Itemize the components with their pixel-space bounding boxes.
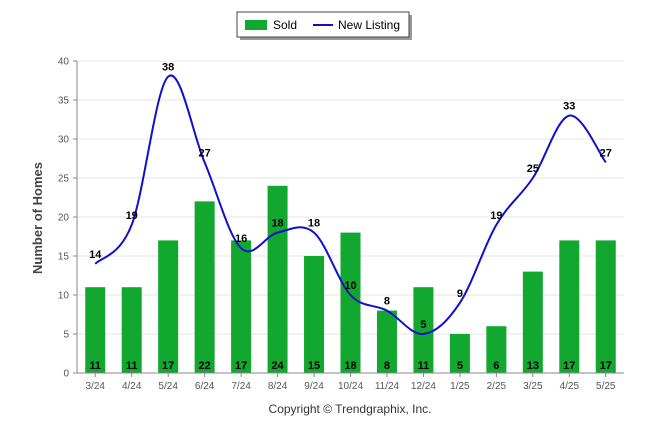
sold-value-label-6: 15 xyxy=(308,360,320,372)
new-listing-value-label-0: 14 xyxy=(89,249,102,261)
x-tick-label-11: 2/25 xyxy=(487,381,507,392)
sold-bar-1 xyxy=(121,287,142,373)
sold-bar-3 xyxy=(194,201,215,373)
x-tick-label-0: 3/24 xyxy=(85,381,105,392)
sold-bar-6 xyxy=(304,256,325,373)
sold-bar-13 xyxy=(559,240,580,373)
sold-bars xyxy=(85,185,616,373)
sold-bar-10 xyxy=(449,334,470,373)
legend-label-new-listing: New Listing xyxy=(338,18,400,32)
legend-swatch-sold xyxy=(245,20,267,30)
x-tick-label-4: 7/24 xyxy=(231,381,251,392)
new-listing-value-label-2: 38 xyxy=(162,62,174,74)
x-axis: 3/24 4/24 5/24 6/24 7/24 8/24 9/24 10/24 11/24 12… xyxy=(77,372,624,392)
sold-value-label-12: 13 xyxy=(527,360,539,372)
legend: Sold New Listing xyxy=(236,11,412,40)
x-tick-label-12: 3/25 xyxy=(523,381,543,392)
sold-value-label-4: 17 xyxy=(235,360,247,372)
y-tick-label-25: 25 xyxy=(58,174,70,185)
x-tick-label-8: 11/24 xyxy=(375,381,400,392)
y-axis-title: Number of Homes xyxy=(30,162,45,274)
sold-bar-14 xyxy=(595,240,616,373)
sold-value-label-11: 6 xyxy=(493,360,499,372)
sold-bar-0 xyxy=(85,287,106,373)
sold-bar-8 xyxy=(376,310,397,373)
sold-value-label-5: 24 xyxy=(271,360,284,372)
sold-bar-11 xyxy=(486,326,507,373)
x-tick-label-5: 8/24 xyxy=(268,381,288,392)
new-listing-value-label-3: 27 xyxy=(199,147,211,159)
x-tick-label-9: 12/24 xyxy=(411,381,436,392)
new-listing-value-label-1: 19 xyxy=(126,210,138,222)
sold-value-label-3: 22 xyxy=(199,360,211,372)
new-listing-line xyxy=(94,74,607,336)
new-listing-value-label-6: 18 xyxy=(308,218,320,230)
x-tick-label-3: 6/24 xyxy=(195,381,215,392)
sold-bar-labels: 11 11 17 22 17 24 15 18 8 11 5 6 13 17 17 xyxy=(89,360,611,372)
new-listing-value-label-10: 9 xyxy=(457,288,463,300)
y-tick-label-30: 30 xyxy=(58,135,70,146)
sold-bar-9 xyxy=(413,287,434,373)
x-tick-label-10: 1/25 xyxy=(450,381,470,392)
new-listing-curve xyxy=(94,74,607,336)
sold-value-label-0: 11 xyxy=(89,360,101,372)
y-tick-label-5: 5 xyxy=(63,330,69,341)
y-axis: 0 5 10 15 20 25 30 35 40 xyxy=(58,57,78,380)
sold-bar-7 xyxy=(340,232,361,373)
x-tick-label-6: 9/24 xyxy=(304,381,324,392)
x-tick-label-13: 4/25 xyxy=(560,381,580,392)
new-listing-labels: 14 19 38 27 16 18 18 10 8 5 9 19 25 33 27 xyxy=(89,62,612,331)
sold-bar-5 xyxy=(267,185,288,373)
sold-value-label-7: 18 xyxy=(344,360,356,372)
legend-label-sold: Sold xyxy=(273,18,297,32)
new-listing-value-label-8: 8 xyxy=(384,296,390,308)
sold-bar-4 xyxy=(231,240,252,373)
sold-value-label-13: 17 xyxy=(563,360,575,372)
x-tick-label-2: 5/24 xyxy=(158,381,178,392)
sold-value-label-8: 8 xyxy=(384,360,390,372)
y-tick-label-20: 20 xyxy=(58,213,70,224)
y-tick-label-0: 0 xyxy=(63,369,69,380)
y-tick-label-15: 15 xyxy=(58,252,70,263)
y-tick-label-10: 10 xyxy=(58,291,70,302)
new-listing-value-label-4: 16 xyxy=(235,233,247,245)
sold-bar-12 xyxy=(522,271,543,373)
x-tick-label-14: 5/25 xyxy=(596,381,616,392)
new-listing-value-label-7: 10 xyxy=(344,280,356,292)
sold-value-label-10: 5 xyxy=(457,360,463,372)
new-listing-value-label-12: 25 xyxy=(527,163,539,175)
sold-bar-2 xyxy=(158,240,179,373)
new-listing-value-label-11: 19 xyxy=(490,210,502,222)
copyright-credit: Copyright © Trendgraphix, Inc. xyxy=(269,402,432,416)
y-tick-label-40: 40 xyxy=(58,57,70,68)
sold-value-label-9: 11 xyxy=(418,360,430,372)
sold-value-label-1: 11 xyxy=(126,360,138,372)
y-tick-label-35: 35 xyxy=(58,96,70,107)
sold-value-label-14: 17 xyxy=(600,360,612,372)
x-tick-label-1: 4/24 xyxy=(122,381,142,392)
sold-value-label-2: 17 xyxy=(162,360,174,372)
new-listing-value-label-13: 33 xyxy=(563,101,575,113)
new-listing-value-label-5: 18 xyxy=(271,218,283,230)
new-listing-value-label-9: 5 xyxy=(420,319,426,331)
x-tick-label-7: 10/24 xyxy=(338,381,363,392)
new-listing-value-label-14: 27 xyxy=(600,147,612,159)
